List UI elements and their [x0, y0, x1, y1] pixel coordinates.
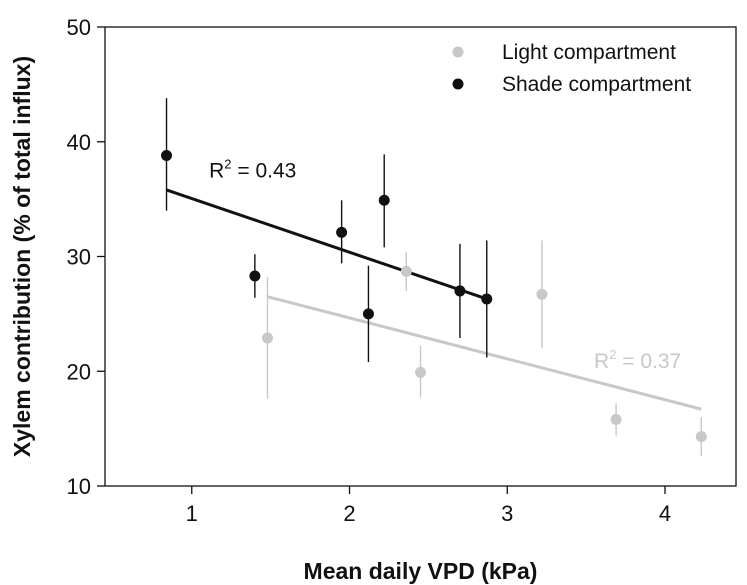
r2-superscript: 2 — [609, 347, 616, 362]
point-light — [695, 431, 707, 443]
x-axis-title: Mean daily VPD (kPa) — [304, 558, 538, 584]
point-shade — [249, 270, 261, 282]
legend-label-light: Light compartment — [502, 41, 676, 64]
point-shade — [336, 226, 348, 238]
r2-label-light: R2 = 0.37 — [594, 347, 681, 373]
fit-line-shade — [166, 188, 488, 301]
point-shade — [454, 285, 466, 297]
r2-prefix: R — [209, 159, 224, 182]
r2-label-shade: R2 = 0.43 — [209, 156, 296, 182]
y-tick-label: 50 — [67, 15, 91, 40]
legend: Light compartment Shade compartment — [452, 41, 691, 96]
x-tick-label: 2 — [343, 501, 355, 526]
point-light — [400, 265, 412, 277]
error-bars — [165, 98, 702, 457]
data-points — [161, 150, 707, 443]
point-shade — [362, 308, 374, 320]
y-tick-label: 40 — [67, 130, 91, 155]
point-light — [415, 366, 426, 378]
r2-value: = 0.43 — [232, 159, 297, 182]
x-tick-label: 3 — [501, 501, 513, 526]
fit-line-light — [267, 295, 702, 411]
y-tick-label: 10 — [67, 474, 91, 499]
legend-marker-light — [452, 46, 464, 58]
y-tick-label: 30 — [67, 245, 91, 270]
point-shade — [481, 293, 493, 305]
y-axis-title: Xylem contribution (% of total influx) — [9, 56, 35, 457]
y-tick-label: 20 — [67, 359, 91, 384]
r2-prefix: R — [594, 350, 609, 373]
x-tick-label: 1 — [186, 501, 198, 526]
point-shade — [161, 150, 173, 162]
fit-lines — [166, 188, 702, 411]
x-tick-label: 4 — [659, 501, 671, 526]
legend-label-shade: Shade compartment — [502, 73, 691, 96]
r2-superscript: 2 — [224, 156, 231, 171]
axes: 10 20 30 40 50 1 2 3 4 Mean daily VPD (kPa) Xylem … — [9, 15, 737, 584]
point-light — [610, 413, 622, 425]
legend-marker-shade — [452, 78, 464, 90]
point-light — [536, 288, 548, 300]
r2-value: = 0.37 — [616, 350, 681, 373]
point-shade — [378, 194, 390, 206]
point-light — [261, 332, 273, 344]
